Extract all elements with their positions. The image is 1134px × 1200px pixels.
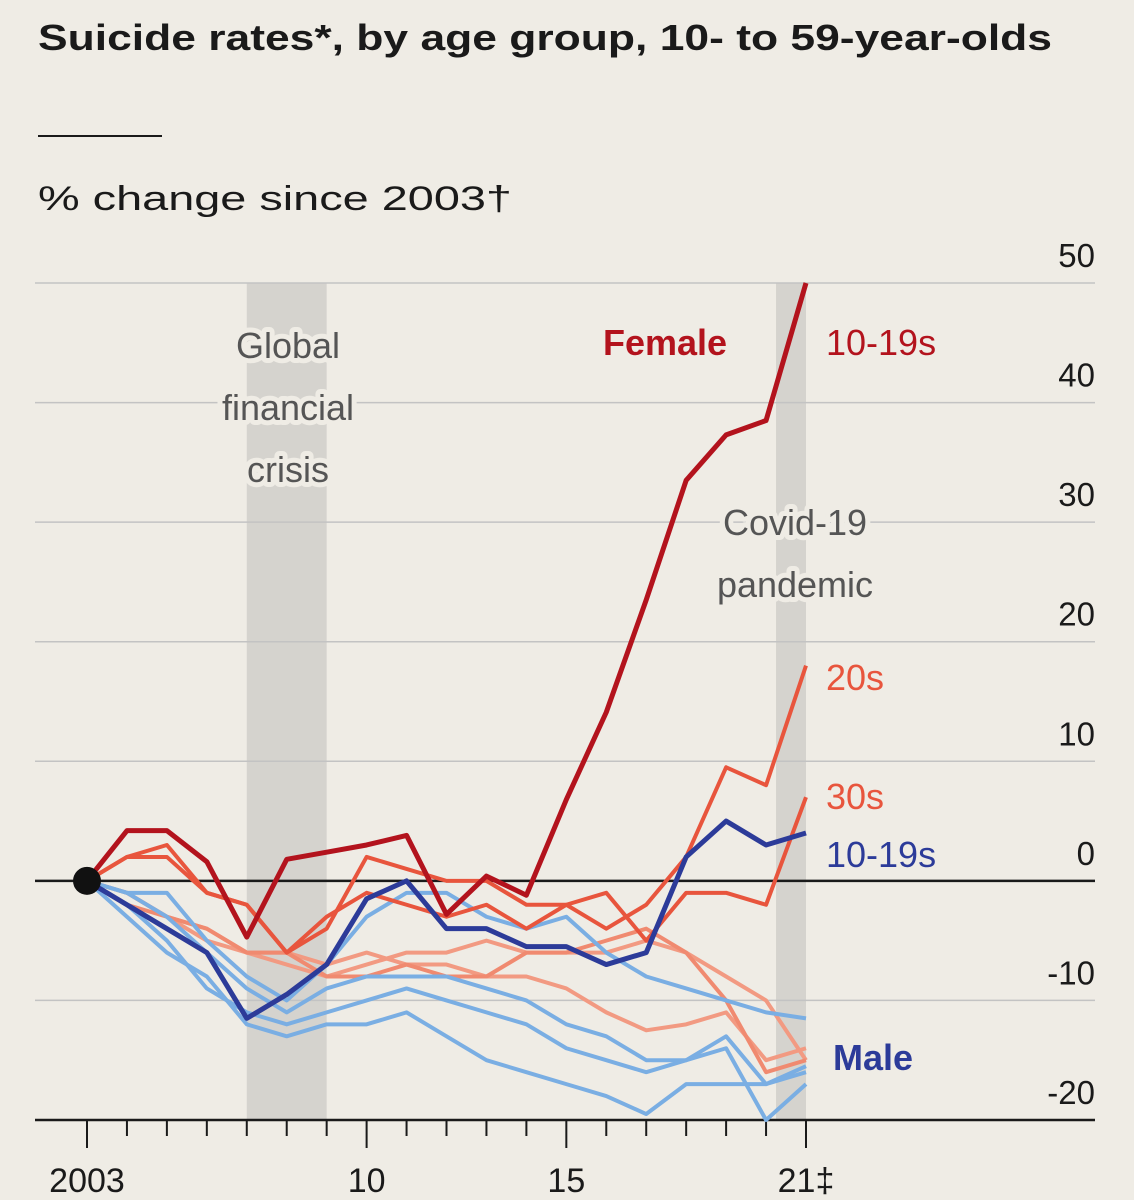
y-tick-label: -10 <box>1047 954 1095 991</box>
y-tick-label: 50 <box>1058 237 1095 274</box>
period-label: Global <box>236 325 340 366</box>
y-tick-label: 10 <box>1058 715 1095 752</box>
y-tick-label: -20 <box>1047 1074 1095 1111</box>
period-label: financial <box>222 387 354 428</box>
series-label: 10-19s <box>826 322 936 363</box>
period-label: crisis <box>247 449 329 490</box>
origin-dot <box>73 866 101 895</box>
x-tick-label: 15 <box>547 1162 585 1200</box>
chart-title: Suicide rates*, by age group, 10- to 59-… <box>38 17 1052 58</box>
series-label: 10-19s <box>826 834 936 875</box>
annotation: Male <box>833 1037 913 1078</box>
chart-subtitle: % change since 2003† <box>38 180 512 218</box>
x-tick-label: 10 <box>348 1162 386 1200</box>
series-label: 20s <box>826 657 884 698</box>
series-line <box>85 282 809 940</box>
shaded-period <box>776 283 806 1120</box>
series-line <box>85 879 807 1117</box>
y-tick-label: 30 <box>1058 476 1095 513</box>
period-label: Covid-19 <box>723 502 867 543</box>
series-label: 30s <box>826 776 884 817</box>
period-label: pandemic <box>717 564 873 605</box>
y-tick-label: 40 <box>1058 357 1095 394</box>
y-tick-label: 20 <box>1058 596 1095 633</box>
x-tick-label: 2003 <box>49 1162 125 1200</box>
series-line <box>85 818 807 1021</box>
annotation: Female <box>603 322 727 363</box>
y-tick-label: 0 <box>1077 835 1095 872</box>
series-line <box>85 879 808 1122</box>
series-line <box>86 878 807 1021</box>
shaded-period <box>246 283 327 1120</box>
x-tick-label: 21‡ <box>778 1162 835 1200</box>
